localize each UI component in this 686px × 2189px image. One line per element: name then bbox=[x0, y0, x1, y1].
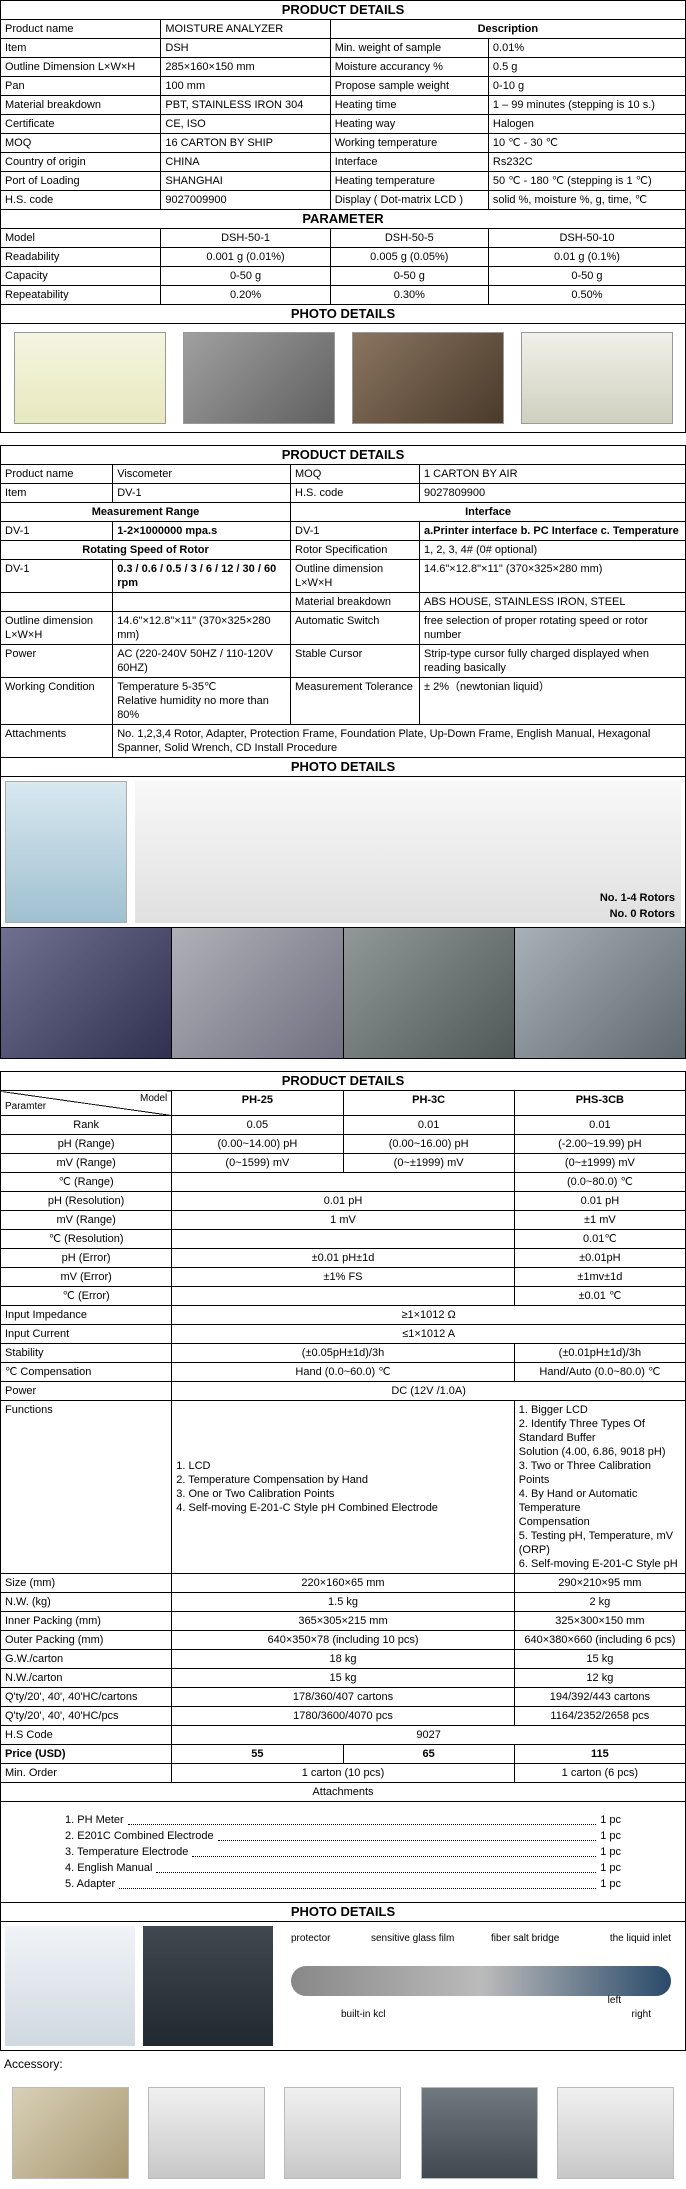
product-photo bbox=[5, 781, 127, 923]
s1-param-h: PARAMETER bbox=[1, 210, 686, 229]
s3-photos: protector sensitive glass film fiber sal… bbox=[1, 1922, 686, 2051]
s2-header: PRODUCT DETAILS bbox=[1, 446, 686, 465]
s1-desc: Description bbox=[330, 20, 685, 39]
section1-table: PRODUCT DETAILS Product name MOISTURE AN… bbox=[0, 0, 686, 433]
s1-l0-v: MOISTURE ANALYZER bbox=[161, 20, 330, 39]
accessory-photo bbox=[12, 2087, 129, 2179]
product-photo bbox=[521, 332, 673, 424]
product-photo bbox=[14, 332, 166, 424]
s3-attachments: 1. PH Meter 1 pc2. E201C Combined Electr… bbox=[1, 1802, 686, 1903]
accessory-photo bbox=[284, 2087, 401, 2179]
s3-photo-h: PHOTO DETAILS bbox=[1, 1903, 686, 1922]
s1-photo-h: PHOTO DETAILS bbox=[1, 305, 686, 324]
s3-att-h: Attachments bbox=[1, 1783, 686, 1802]
product-photo: No. 1-4 Rotors No. 0 Rotors bbox=[135, 781, 681, 923]
accessory-title: Accessory: bbox=[0, 2051, 686, 2077]
product-photo bbox=[344, 928, 515, 1058]
accessory-photo bbox=[557, 2087, 674, 2179]
s2-photos-1: No. 1-4 Rotors No. 0 Rotors bbox=[1, 777, 686, 928]
section2-table: PRODUCT DETAILS Product nameViscometerMO… bbox=[0, 445, 686, 928]
section3-table: PRODUCT DETAILS Paramter Model PH-25 PH-… bbox=[0, 1071, 686, 2051]
product-photo bbox=[1, 928, 172, 1058]
product-photo bbox=[5, 1926, 135, 2046]
s3-header: PRODUCT DETAILS bbox=[1, 1072, 686, 1091]
s2-photo-h: PHOTO DETAILS bbox=[1, 758, 686, 777]
s1-l0-k: Product name bbox=[1, 20, 161, 39]
accessory-photo bbox=[148, 2087, 265, 2179]
electrode-diagram: protector sensitive glass film fiber sal… bbox=[281, 1926, 681, 2026]
s3-corner: Paramter Model bbox=[1, 1091, 172, 1116]
product-photo bbox=[183, 332, 335, 424]
product-photo bbox=[143, 1926, 273, 2046]
s1-header: PRODUCT DETAILS bbox=[1, 1, 686, 20]
accessory-row bbox=[0, 2077, 686, 2189]
product-photo bbox=[172, 928, 343, 1058]
s1-photos bbox=[1, 324, 686, 433]
product-photo bbox=[352, 332, 504, 424]
product-photo bbox=[515, 928, 685, 1058]
accessory-photo bbox=[421, 2087, 538, 2179]
